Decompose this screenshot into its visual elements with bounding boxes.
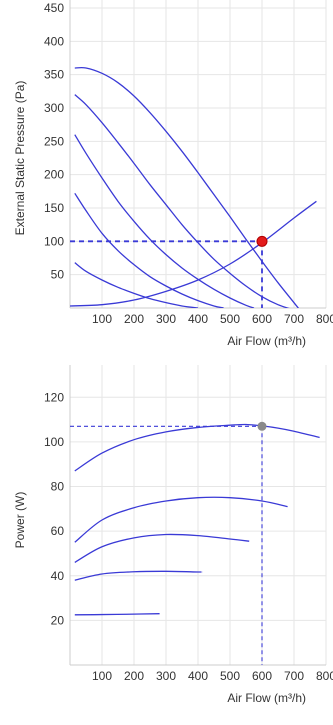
x-tick-label: 700 [284, 669, 304, 683]
power-chart: 100 200 300 400 500 600 700 800 20 40 60 80 100 120 Ai… [13, 365, 333, 705]
y-tick-label: 300 [44, 101, 64, 115]
x-axis-title: Air Flow (m³/h) [227, 691, 306, 705]
series-line-4 [74, 570, 203, 581]
series-line-3 [74, 533, 250, 563]
series-line-2 [74, 496, 288, 543]
x-tick-label: 800 [316, 669, 333, 683]
y-tick-label: 50 [51, 268, 65, 282]
series-line-3 [74, 134, 255, 308]
series-line-2 [74, 94, 290, 308]
y-axis-title: Power (W) [13, 492, 27, 549]
x-tick-label: 700 [284, 312, 304, 326]
x-tick-label: 300 [156, 669, 176, 683]
x-axis-title: Air Flow (m³/h) [227, 334, 306, 348]
series-line-6 [70, 200, 317, 307]
x-tick-label: 600 [252, 669, 272, 683]
y-tick-label: 100 [44, 435, 64, 449]
x-tick-label: 400 [188, 312, 208, 326]
y-tick-label: 200 [44, 168, 64, 182]
y-tick-label: 150 [44, 201, 64, 215]
series-line-4 [74, 192, 224, 308]
x-tick-label: 200 [124, 669, 144, 683]
series-line-5 [74, 613, 160, 616]
x-tick-label: 800 [316, 312, 333, 326]
series-line-5 [74, 262, 199, 308]
y-axis-title: External Static Pressure (Pa) [13, 81, 27, 236]
y-tick-label: 100 [44, 234, 64, 248]
series-line-1 [74, 423, 320, 472]
power-point-marker[interactable] [257, 421, 267, 431]
operating-point-marker[interactable] [256, 235, 268, 247]
y-tick-label: 400 [44, 34, 64, 48]
series-line-1 [74, 66, 300, 308]
x-tick-label: 500 [220, 312, 240, 326]
y-tick-label: 350 [44, 68, 64, 82]
y-tick-label: 20 [51, 613, 65, 627]
y-tick-label: 40 [51, 569, 65, 583]
x-tick-label: 100 [92, 312, 112, 326]
y-tick-label: 80 [51, 480, 65, 494]
x-tick-label: 400 [188, 669, 208, 683]
x-tick-label: 600 [252, 312, 272, 326]
y-tick-label: 450 [44, 1, 64, 15]
pressure-chart: 100 200 300 400 500 600 700 800 50 100 150 200 250 30… [13, 0, 333, 348]
x-tick-label: 500 [220, 669, 240, 683]
y-tick-label: 120 [44, 390, 64, 404]
x-tick-label: 100 [92, 669, 112, 683]
y-tick-label: 250 [44, 134, 64, 148]
x-tick-label: 200 [124, 312, 144, 326]
x-tick-label: 300 [156, 312, 176, 326]
y-tick-label: 60 [51, 524, 65, 538]
